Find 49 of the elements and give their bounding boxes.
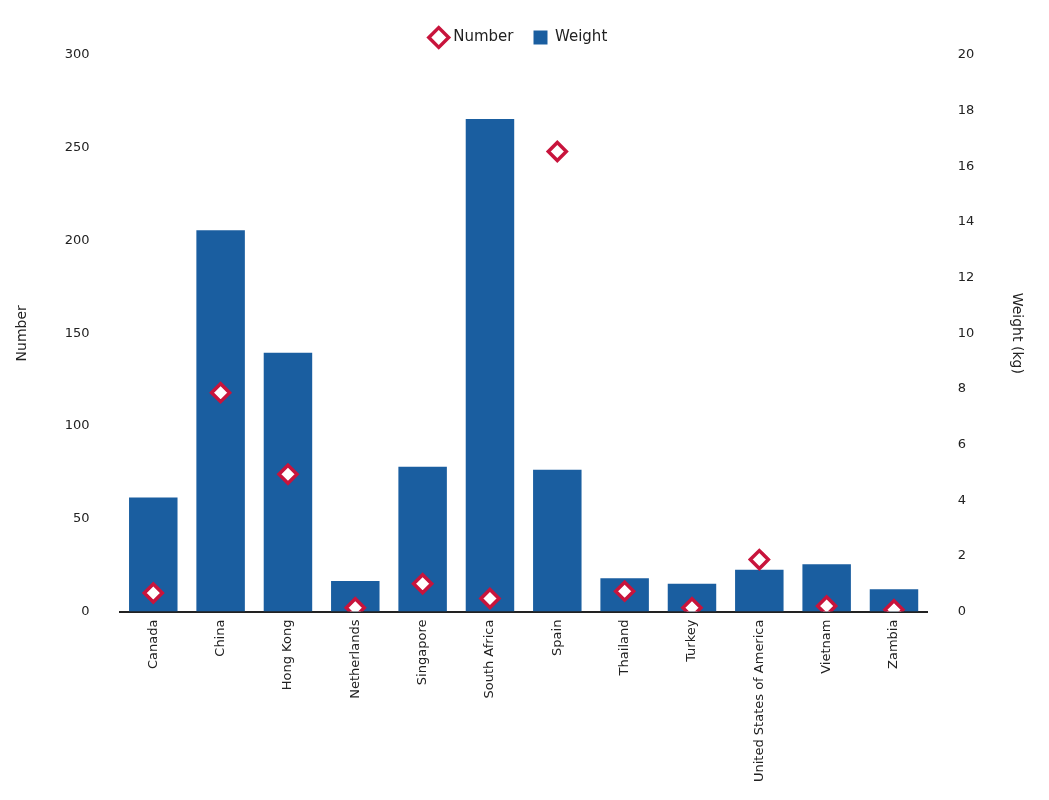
legend-label: Number xyxy=(453,27,515,46)
bar xyxy=(196,230,245,612)
legend-label: Weight xyxy=(555,27,608,46)
y2-tick-label: 4 xyxy=(957,491,966,507)
y2-tick-label: 12 xyxy=(957,269,975,284)
x-tick-label: Vietnam xyxy=(818,619,834,674)
y-axis-title: Number xyxy=(13,304,30,362)
x-tick-label: Netherlands xyxy=(346,619,362,699)
y2-axis-title: Weight (kg) xyxy=(1009,292,1026,374)
bar xyxy=(802,564,851,612)
bar xyxy=(398,466,447,612)
y2-tick-label: 14 xyxy=(957,213,975,229)
x-tick-label: Thailand xyxy=(616,619,632,677)
y2-tick-label: 2 xyxy=(957,547,966,563)
x-tick-label: Zambia xyxy=(885,619,901,669)
y2-tick-label: 20 xyxy=(957,46,975,62)
y-tick-label: 200 xyxy=(64,231,90,247)
y2-tick-label: 6 xyxy=(957,435,966,451)
point xyxy=(142,582,165,604)
point xyxy=(209,381,232,404)
point xyxy=(748,548,771,571)
bar xyxy=(263,352,313,612)
y-tick-label: 50 xyxy=(73,510,90,526)
y-tick-label: 300 xyxy=(64,46,90,62)
y2-tick-label: 16 xyxy=(957,157,975,173)
y2-tick-label: 18 xyxy=(957,102,975,118)
bar xyxy=(129,497,178,612)
x-tick-label: Hong Kong xyxy=(279,619,295,691)
x-tick-label: Canada xyxy=(144,619,160,670)
x-tick-label: United States of America xyxy=(750,619,766,782)
bar xyxy=(465,119,515,612)
x-tick-label: Turkey xyxy=(683,619,699,663)
y-tick-label: 250 xyxy=(64,139,90,155)
point xyxy=(479,587,501,610)
y-tick-label: 0 xyxy=(81,602,90,618)
bar xyxy=(533,469,582,612)
y2-tick-label: 8 xyxy=(957,380,966,396)
point xyxy=(546,140,569,163)
point xyxy=(411,572,434,595)
x-tick-label: Spain xyxy=(548,619,564,656)
y2-tick-label: 10 xyxy=(957,324,975,340)
x-tick-label: South Africa xyxy=(481,619,497,699)
point xyxy=(277,463,299,486)
bar xyxy=(735,569,784,612)
y2-tick-label: 0 xyxy=(957,602,966,618)
y-tick-label: 100 xyxy=(64,417,90,433)
x-tick-label: Singapore xyxy=(414,619,429,686)
y-tick-label: 150 xyxy=(64,324,90,340)
x-tick-label: China xyxy=(211,619,227,657)
